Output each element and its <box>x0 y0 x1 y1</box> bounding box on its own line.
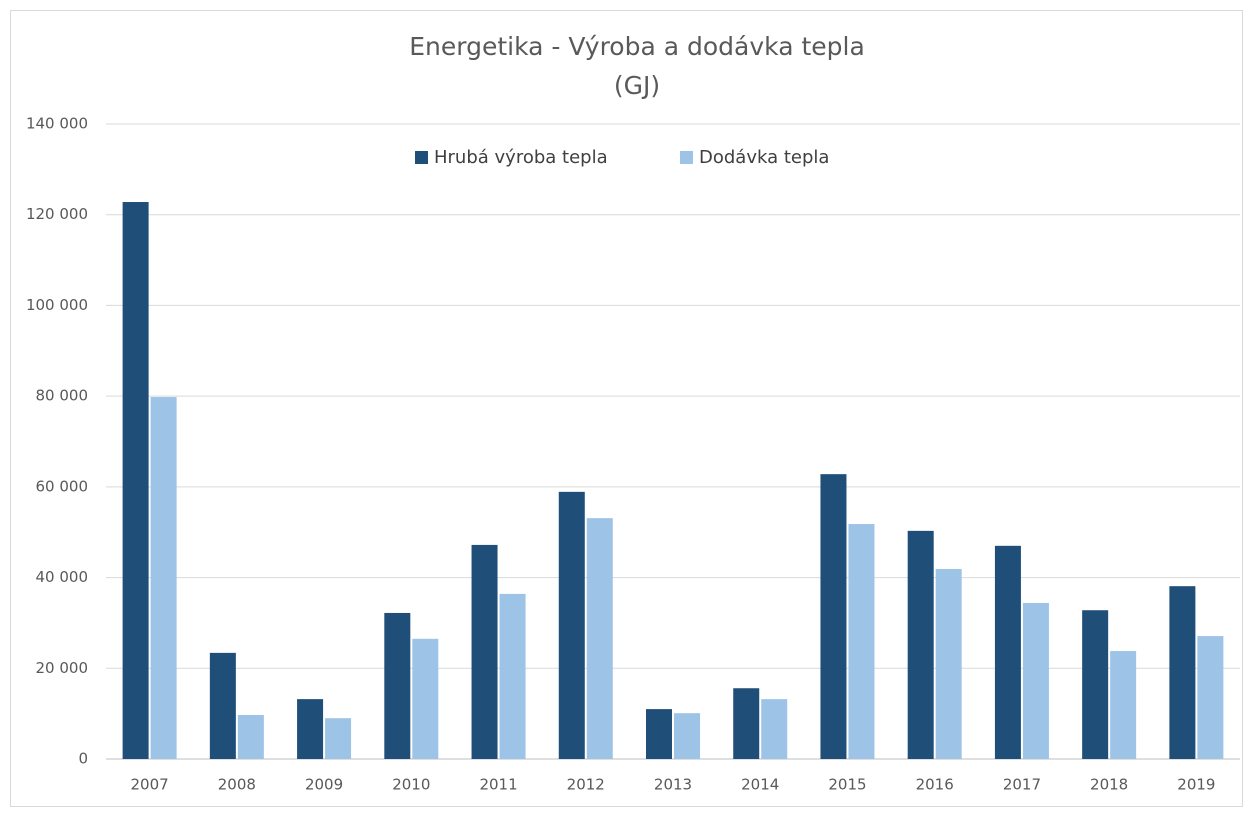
x-tick-label: 2014 <box>741 776 779 794</box>
bar <box>848 524 875 759</box>
bar <box>907 530 934 759</box>
x-tick-label: 2015 <box>828 776 866 794</box>
bar <box>237 715 264 759</box>
x-tick-label: 2019 <box>1177 776 1215 794</box>
bar <box>674 713 700 759</box>
bar <box>586 518 613 759</box>
x-tick-label: 2008 <box>218 776 256 794</box>
y-tick-label: 120 000 <box>26 205 88 223</box>
x-tick-label: 2012 <box>567 776 605 794</box>
x-tick-label: 2018 <box>1090 776 1128 794</box>
x-tick-label: 2007 <box>131 776 169 794</box>
x-tick-label: 2016 <box>916 776 954 794</box>
bar <box>384 612 411 759</box>
bar <box>761 699 788 759</box>
bar <box>209 652 236 759</box>
bar <box>1197 636 1224 759</box>
legend-label: Hrubá výroba tepla <box>434 147 608 168</box>
bar <box>1169 586 1196 759</box>
y-tick-label: 60 000 <box>36 477 89 495</box>
chart-subtitle: (GJ) <box>614 71 660 100</box>
chart-frame <box>10 10 1243 807</box>
bar <box>122 202 149 759</box>
bar <box>994 545 1021 759</box>
legend-swatch <box>680 151 693 164</box>
bar <box>499 593 526 759</box>
y-tick-label: 0 <box>78 750 88 768</box>
bar <box>150 397 177 759</box>
y-tick-label: 40 000 <box>36 568 89 586</box>
x-tick-label: 2009 <box>305 776 343 794</box>
bar <box>1110 651 1137 759</box>
y-tick-label: 80 000 <box>36 387 89 405</box>
y-tick-label: 100 000 <box>26 296 88 314</box>
chart-title: Energetika - Výroba a dodávka tepla <box>409 32 865 61</box>
bar <box>1082 610 1109 759</box>
bar <box>471 544 498 759</box>
bar <box>733 688 760 759</box>
bar <box>1022 602 1049 759</box>
x-tick-label: 2010 <box>392 776 430 794</box>
x-tick-label: 2017 <box>1003 776 1041 794</box>
bar <box>297 699 324 759</box>
x-tick-label: 2011 <box>479 776 517 794</box>
bar <box>412 638 439 759</box>
legend-swatch <box>415 151 428 164</box>
y-tick-label: 140 000 <box>26 115 88 133</box>
x-tick-label: 2013 <box>654 776 692 794</box>
bar <box>935 568 962 759</box>
bar <box>325 718 352 759</box>
y-tick-label: 20 000 <box>36 659 89 677</box>
bar <box>558 491 585 759</box>
bar <box>646 709 672 759</box>
legend-label: Dodávka tepla <box>699 147 829 168</box>
bar <box>820 474 847 759</box>
